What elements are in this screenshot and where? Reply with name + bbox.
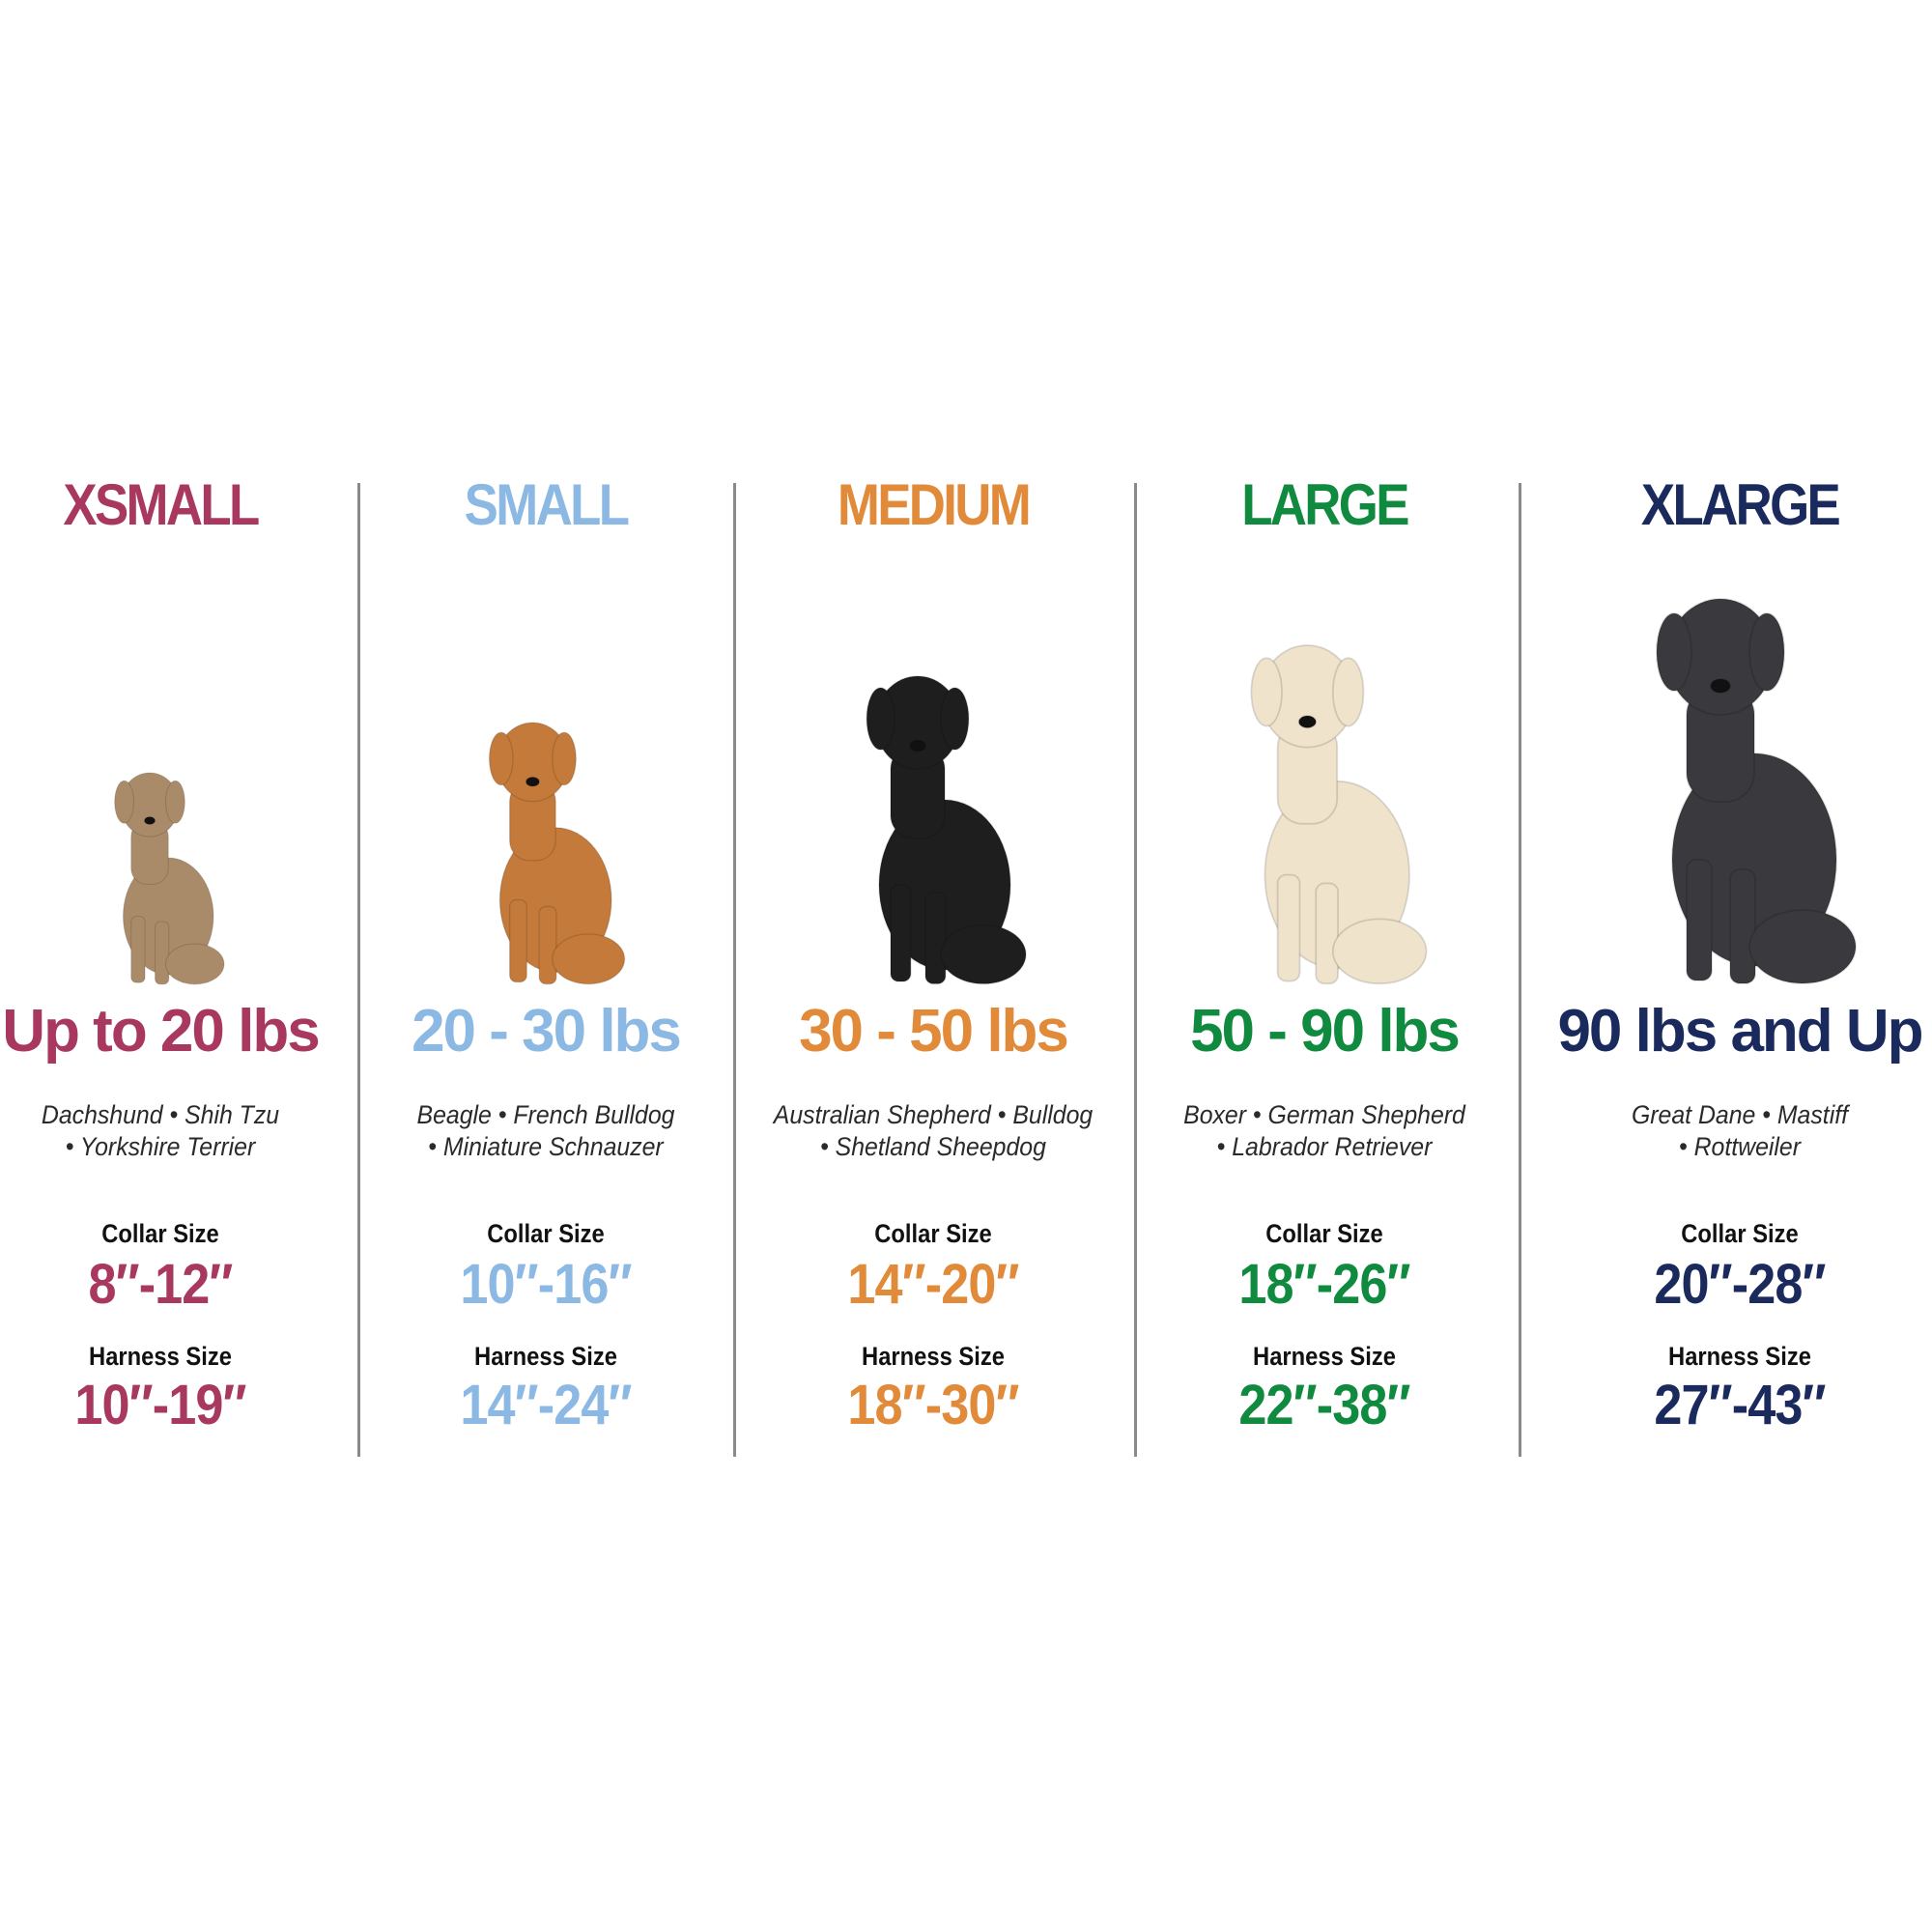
- dog-leg: [1686, 859, 1713, 981]
- breed-line: Great Dane • Mastiff: [1631, 1100, 1849, 1129]
- dog-ear: [552, 731, 577, 786]
- dog-leg: [890, 884, 912, 982]
- dog-haunch: [1748, 909, 1857, 984]
- dog-ear: [164, 780, 185, 824]
- breed-line: Beagle • French Bulldog: [416, 1100, 675, 1129]
- collar-size-value: 10″-16″: [460, 1253, 632, 1316]
- harness-size-label: Harness Size: [1253, 1342, 1396, 1371]
- column-divider: [1519, 483, 1521, 1457]
- size-column-xlarge: XLARGE 90 lbs and Up Great Dane • Mastif…: [1489, 0, 1932, 1932]
- dog-leg: [1729, 868, 1756, 984]
- size-title: LARGE: [1241, 472, 1409, 537]
- dog-photo: [1656, 598, 1857, 984]
- dog-leg: [508, 898, 527, 983]
- column-divider: [357, 483, 360, 1457]
- dog-haunch: [164, 943, 225, 985]
- collar-size-value: 8″-12″: [88, 1253, 233, 1316]
- collar-size-value: 14″-20″: [847, 1253, 1019, 1316]
- breed-line: • Labrador Retriever: [1216, 1132, 1433, 1161]
- harness-size-value: 22″-38″: [1238, 1374, 1410, 1436]
- dog-leg: [154, 921, 170, 985]
- breed-list: Australian Shepherd • Bulldog • Shetland…: [667, 1099, 1200, 1163]
- collar-size-label: Collar Size: [874, 1219, 992, 1248]
- breed-line: • Miniature Schnauzer: [428, 1132, 664, 1161]
- dog-leg: [130, 915, 146, 983]
- dog-ear: [866, 687, 895, 751]
- dog-nose: [909, 739, 926, 753]
- collar-size-label: Collar Size: [1265, 1219, 1383, 1248]
- dog-ear: [1748, 612, 1785, 692]
- collar-size-label: Collar Size: [101, 1219, 219, 1248]
- breed-list: Dachshund • Shih Tzu • Yorkshire Terrier: [0, 1099, 427, 1163]
- dog-photo: [488, 722, 626, 985]
- breed-list: Great Dane • Mastiff • Rottweiler: [1473, 1099, 1932, 1163]
- harness-size-label: Harness Size: [89, 1342, 232, 1371]
- breed-line: Dachshund • Shih Tzu: [41, 1100, 280, 1129]
- size-column-small: SMALL 20 - 30 lbs Beagle • French Bulldo…: [295, 0, 797, 1932]
- size-title: MEDIUM: [837, 472, 1032, 537]
- dog-photo: [114, 772, 225, 985]
- dog-ear: [1250, 657, 1283, 727]
- dog-haunch: [940, 923, 1027, 985]
- harness-size-value: 18″-30″: [847, 1374, 1019, 1436]
- dog-ear: [1331, 657, 1365, 727]
- size-title: SMALL: [464, 472, 630, 537]
- weight-range: 90 lbs and Up: [1557, 998, 1923, 1065]
- column-divider: [733, 483, 736, 1457]
- breed-list: Beagle • French Bulldog • Miniature Schn…: [279, 1099, 812, 1163]
- dog-leg: [1276, 873, 1301, 982]
- dog-nose: [525, 776, 540, 787]
- breed-line: Australian Shepherd • Bulldog: [773, 1100, 1094, 1129]
- harness-size-label: Harness Size: [474, 1342, 617, 1371]
- size-column-medium: MEDIUM 30 - 50 lbs Australian Shepherd •…: [682, 0, 1184, 1932]
- dog-nose: [143, 816, 156, 825]
- dog-ear: [1656, 612, 1692, 692]
- harness-size-value: 10″-19″: [74, 1374, 246, 1436]
- dog-ear: [488, 731, 514, 786]
- column-divider: [1134, 483, 1137, 1457]
- weight-range: 50 - 90 lbs: [1190, 998, 1461, 1065]
- breed-line: • Rottweiler: [1678, 1132, 1802, 1161]
- harness-size-value: 27″-43″: [1654, 1374, 1826, 1436]
- harness-size-label: Harness Size: [1668, 1342, 1811, 1371]
- breed-line: • Shetland Sheepdog: [820, 1132, 1046, 1161]
- collar-size-label: Collar Size: [487, 1219, 605, 1248]
- harness-size-value: 14″-24″: [460, 1374, 632, 1436]
- collar-size-value: 18″-26″: [1238, 1253, 1410, 1316]
- dog-haunch: [1331, 918, 1428, 985]
- dog-ear: [940, 687, 970, 751]
- collar-size-value: 20″-28″: [1654, 1253, 1826, 1316]
- dog-leg: [538, 905, 557, 985]
- size-column-xsmall: XSMALL Up to 20 lbs Dachshund • Shih Tzu…: [0, 0, 412, 1932]
- size-title: XLARGE: [1640, 472, 1841, 537]
- dog-leg: [1315, 882, 1339, 985]
- weight-range: Up to 20 lbs: [2, 998, 320, 1065]
- dog-photo: [866, 675, 1027, 985]
- dog-leg: [924, 892, 947, 985]
- weight-range: 30 - 50 lbs: [799, 998, 1069, 1065]
- breed-list: Boxer • German Shepherd • Labrador Retri…: [1058, 1099, 1591, 1163]
- dog-nose: [1710, 678, 1731, 694]
- harness-size-label: Harness Size: [862, 1342, 1005, 1371]
- dog-ear: [114, 780, 135, 824]
- breed-line: • Yorkshire Terrier: [65, 1132, 256, 1161]
- collar-size-label: Collar Size: [1681, 1219, 1799, 1248]
- dog-nose: [1297, 715, 1318, 729]
- dog-photo: [1250, 644, 1428, 985]
- size-column-large: LARGE 50 - 90 lbs Boxer • German Shepher…: [1073, 0, 1576, 1932]
- size-title: XSMALL: [63, 472, 260, 537]
- breed-line: Boxer • German Shepherd: [1183, 1100, 1465, 1129]
- dog-haunch: [552, 933, 626, 985]
- weight-range: 20 - 30 lbs: [412, 998, 682, 1065]
